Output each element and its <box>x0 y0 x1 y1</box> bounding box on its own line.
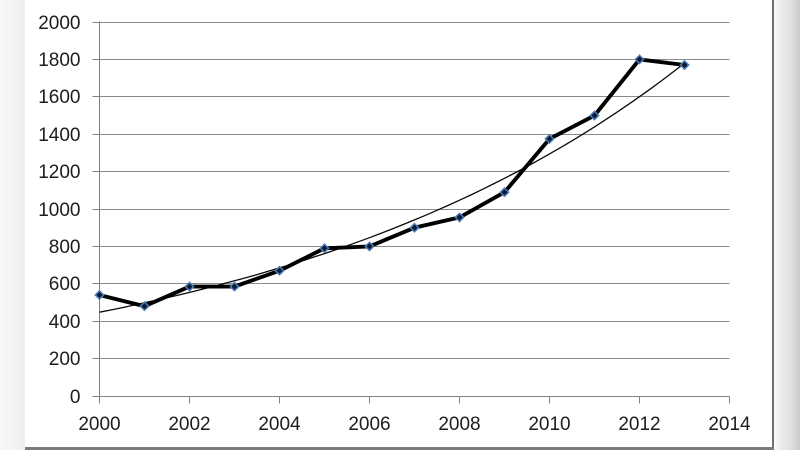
svg-text:1800: 1800 <box>38 50 80 71</box>
svg-text:2004: 2004 <box>258 414 301 435</box>
svg-text:2010: 2010 <box>528 414 570 435</box>
svg-text:600: 600 <box>49 274 81 295</box>
svg-text:1000: 1000 <box>38 200 80 221</box>
svg-text:800: 800 <box>49 237 81 258</box>
svg-text:1400: 1400 <box>38 125 80 146</box>
svg-text:2008: 2008 <box>438 414 480 435</box>
svg-text:2012: 2012 <box>618 414 660 435</box>
svg-text:400: 400 <box>49 312 81 333</box>
svg-text:200: 200 <box>49 349 81 370</box>
svg-text:2000: 2000 <box>38 13 80 34</box>
svg-text:2002: 2002 <box>168 414 210 435</box>
svg-text:1200: 1200 <box>38 162 80 183</box>
svg-text:1600: 1600 <box>38 87 80 108</box>
svg-text:0: 0 <box>70 387 81 408</box>
svg-text:2006: 2006 <box>348 414 390 435</box>
svg-text:2000: 2000 <box>78 414 120 435</box>
svg-text:2014: 2014 <box>708 414 751 435</box>
